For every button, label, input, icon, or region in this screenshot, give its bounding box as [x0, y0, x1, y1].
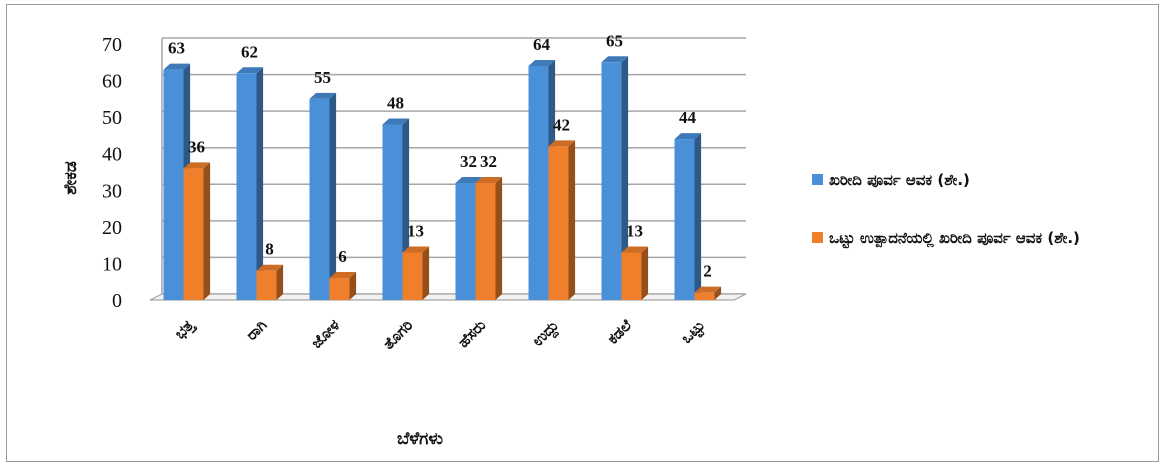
- bar-series-2: [475, 176, 503, 300]
- x-tick-label: ರಾಗಿ: [242, 316, 270, 344]
- data-label: 65: [606, 31, 623, 50]
- bar-series-2: [329, 272, 357, 300]
- x-tick-label: ಹೆಸರು: [454, 316, 489, 351]
- bar-series-1: [236, 67, 264, 300]
- bar-series-2: [256, 264, 284, 300]
- legend-label-series-1: ಖರೀದಿ ಪೂರ್ವ ಆವಕ (ಶೇ.): [829, 171, 970, 189]
- data-label: 2: [703, 262, 712, 281]
- x-tick-label: ಕಡಲೆ: [604, 316, 636, 348]
- x-axis-categories: ಭತ್ತ ರಾಗಿ ಜೋಳ ತೊಗರಿ ಹೆಸರು ಉದ್ದು ಕಡಲೆ ಒಟ್ಟು: [171, 315, 710, 353]
- legend-item-series-2: ಒಟ್ಟು ಉತ್ಪಾದನೆಯಲ್ಲಿ ಖರೀದಿ ಪೂರ್ವ ಆವಕ (ಶೇ.…: [812, 226, 1157, 250]
- y-tick-label: 40: [102, 144, 122, 166]
- legend-label-series-2: ಒಟ್ಟು ಉತ್ಪಾದನೆಯಲ್ಲಿ ಖರೀದಿ ಪೂರ್ವ ಆವಕ (ಶೇ.…: [829, 229, 1080, 247]
- x-tick-label: ಉದ್ದು: [529, 316, 565, 352]
- legend: ಖರೀದಿ ಪೂರ್ವ ಆವಕ (ಶೇ.) ಒಟ್ಟು ಉತ್ಪಾದನೆಯಲ್ಲ…: [812, 168, 1157, 284]
- data-label: 62: [241, 42, 258, 61]
- data-label: 32: [460, 152, 477, 171]
- y-tick-label: 0: [112, 290, 122, 312]
- chart-floor: [149, 38, 747, 301]
- y-axis-ticks: 0 10 20 30 40 50 60 70: [102, 34, 122, 312]
- bar-series-2: [548, 140, 576, 300]
- y-tick-label: 10: [102, 253, 122, 275]
- y-tick-label: 20: [102, 217, 122, 239]
- bar-series-1: [309, 92, 337, 300]
- legend-swatch-blue: [812, 174, 823, 185]
- bar-series-2: [694, 286, 722, 300]
- data-label: 55: [314, 68, 331, 87]
- bar-series-1: [601, 56, 629, 301]
- data-label: 13: [626, 221, 643, 240]
- x-tick-label: ಜೋಳ: [307, 316, 343, 352]
- y-tick-label: 30: [102, 180, 122, 202]
- legend-swatch-orange: [812, 232, 823, 243]
- x-axis-title: ಬೆಳೆಗಳು: [397, 429, 444, 449]
- bar-series-2: [621, 246, 649, 300]
- bars: [163, 56, 722, 301]
- data-label: 13: [407, 221, 424, 240]
- data-label: 48: [387, 93, 404, 112]
- data-label: 42: [553, 115, 570, 134]
- data-label: 32: [480, 152, 497, 171]
- data-label: 44: [679, 108, 697, 127]
- bar-series-2: [183, 162, 211, 300]
- x-tick-label: ತೊಗರಿ: [379, 316, 416, 353]
- data-label: 8: [265, 240, 274, 259]
- bar-series-1: [674, 133, 702, 300]
- data-label: 36: [188, 137, 205, 156]
- data-label: 63: [168, 39, 185, 58]
- y-tick-label: 60: [102, 71, 122, 93]
- y-tick-label: 70: [102, 34, 122, 56]
- legend-item-series-1: ಖರೀದಿ ಪೂರ್ವ ಆವಕ (ಶೇ.): [812, 168, 1157, 192]
- y-axis-title: ಶೇಕಡ: [61, 161, 81, 195]
- y-tick-label: 50: [102, 107, 122, 129]
- x-tick-label: ಭತ್ತ: [171, 315, 199, 343]
- data-label: 64: [533, 35, 551, 54]
- x-tick-label: ಒಟ್ಟು: [677, 316, 709, 348]
- data-label: 6: [338, 247, 347, 266]
- bar-series-2: [402, 246, 430, 300]
- data-labels: 63 36 62 8 55 6 48 13 32 32 64 42 65 13 44 2: [168, 31, 712, 280]
